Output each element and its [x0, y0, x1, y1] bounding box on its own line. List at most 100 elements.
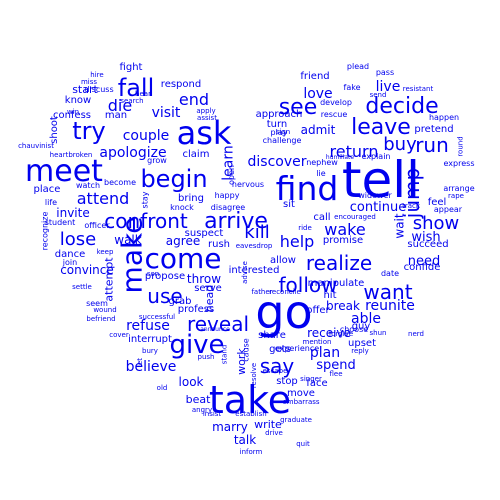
- cloud-word: help: [279, 232, 315, 251]
- cloud-word: go: [255, 285, 313, 339]
- cloud-word: man: [104, 110, 128, 121]
- cloud-word: hear: [135, 89, 151, 98]
- cloud-word: live: [375, 79, 401, 95]
- cloud-word: find: [275, 168, 339, 208]
- cloud-word: recognize: [39, 211, 49, 251]
- cloud-word: upset: [348, 338, 376, 349]
- cloud-word: believe: [125, 359, 177, 375]
- cloud-word: share: [258, 330, 286, 341]
- cloud-word: fake: [343, 83, 361, 92]
- cloud-word: sign: [275, 127, 291, 136]
- cloud-word: advise: [240, 260, 249, 284]
- cloud-word: keep: [96, 247, 114, 256]
- cloud-word: angry: [191, 405, 213, 414]
- cloud-word: attend: [76, 189, 130, 208]
- cloud-word: embarrass: [282, 397, 320, 406]
- cloud-word: throw: [186, 272, 222, 286]
- cloud-word: establish: [235, 409, 267, 418]
- cloud-word: lie: [316, 169, 326, 178]
- cloud-word: search: [120, 96, 144, 105]
- cloud-word: grow: [147, 156, 167, 165]
- cloud-word: write: [254, 417, 282, 431]
- cloud-word: ride: [298, 223, 312, 232]
- cloud-word: allow: [270, 255, 296, 266]
- cloud-word: sit: [283, 199, 295, 210]
- cloud-word: feel: [427, 197, 447, 208]
- cloud-word: try: [72, 117, 106, 145]
- cloud-word: dance: [54, 249, 86, 260]
- cloud-word: develop: [320, 98, 352, 107]
- cloud-word: wake: [324, 220, 366, 239]
- cloud-word: able: [351, 311, 381, 327]
- cloud-word: wait: [393, 213, 407, 239]
- cloud-word: escape: [262, 366, 288, 375]
- cloud-word: let: [135, 357, 144, 367]
- cloud-word: break: [326, 299, 360, 313]
- cloud-word: manipulate: [307, 278, 365, 289]
- cloud-word: gets: [269, 344, 291, 355]
- cloud-word: turn: [266, 119, 288, 130]
- cloud-word: inform: [239, 447, 263, 456]
- cloud-word: meet: [25, 154, 103, 189]
- cloud-word: look: [178, 375, 204, 389]
- cloud-word: decide: [365, 94, 439, 119]
- cloud-word: disagree: [210, 203, 246, 212]
- cloud-word: continue: [349, 199, 407, 215]
- cloud-word: show: [412, 213, 460, 234]
- cloud-word: offer: [306, 305, 330, 316]
- cloud-word: leave: [351, 115, 411, 140]
- cloud-word: plead: [346, 62, 370, 71]
- cloud-word: humiliate: [325, 154, 355, 161]
- cloud-word: hit: [323, 290, 337, 301]
- cloud-word: come: [144, 242, 222, 275]
- cloud-word: reveal: [186, 312, 250, 336]
- cloud-word: reunite: [365, 298, 415, 314]
- cloud-word: profess: [177, 304, 215, 315]
- cloud-word: graduate: [280, 415, 312, 424]
- cloud-word: rescue: [320, 110, 348, 119]
- cloud-word: officer: [84, 221, 110, 230]
- cloud-word: chauvinist: [18, 141, 54, 150]
- cloud-word: want: [363, 280, 413, 304]
- cloud-word: rape: [448, 191, 464, 200]
- cloud-word: cover: [109, 330, 129, 339]
- cloud-word: spend: [316, 357, 356, 373]
- cloud-word: stop: [276, 376, 298, 387]
- cloud-word: confront: [104, 209, 188, 233]
- cloud-word: fall: [117, 74, 155, 102]
- cloud-word: face: [306, 378, 328, 389]
- cloud-word: kill: [244, 222, 270, 243]
- cloud-word: start: [72, 82, 98, 96]
- cloud-word: discuss: [84, 85, 114, 94]
- cloud-word: suspect: [184, 228, 224, 239]
- cloud-word: flee: [329, 369, 343, 378]
- cloud-word: claim: [182, 149, 210, 160]
- cloud-word: singer: [300, 374, 322, 383]
- cloud-word: succeed: [407, 239, 449, 250]
- cloud-word: beat: [185, 392, 211, 406]
- cloud-word: pretend: [414, 124, 454, 135]
- cloud-word: encouraged: [334, 212, 376, 221]
- cloud-word: refuse: [126, 318, 170, 334]
- cloud-word: father: [251, 287, 273, 296]
- cloud-word: join: [62, 258, 78, 267]
- cloud-word: nephew: [306, 158, 338, 167]
- cloud-word: challenge: [262, 136, 302, 145]
- cloud-word: send: [369, 90, 387, 99]
- cloud-word: confess: [52, 110, 92, 121]
- cloud-word: eavesdrop: [235, 241, 273, 250]
- cloud-word: shun: [369, 328, 387, 337]
- cloud-word: seem: [86, 299, 108, 308]
- cloud-word: propose: [144, 271, 186, 282]
- cloud-word: agree: [165, 234, 201, 248]
- cloud-word: bury: [142, 346, 158, 355]
- cloud-word: place: [33, 184, 61, 195]
- cloud-word: begin: [140, 165, 208, 193]
- cloud-word: express: [443, 159, 475, 168]
- cloud-word: reconcile: [269, 287, 301, 296]
- cloud-word: wound: [93, 305, 117, 314]
- cloud-word: plan: [309, 345, 341, 361]
- cloud-word: stay: [139, 191, 149, 209]
- cloud-word: fight: [119, 62, 143, 73]
- cloud-word: ask: [176, 114, 232, 152]
